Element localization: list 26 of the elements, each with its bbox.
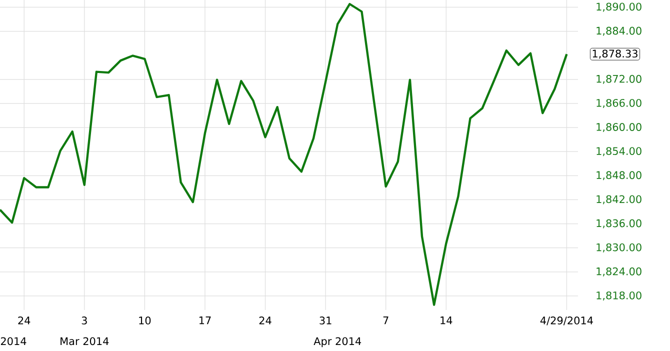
y-tick-label: 1,830.00 [596, 243, 642, 252]
y-tick-label: 1,872.00 [596, 74, 642, 84]
line-series [0, 2, 568, 306]
text: Mar 2014 [60, 337, 109, 346]
y-tick-label: 1,860.00 [596, 123, 642, 132]
x-tick-label: 24 [18, 316, 30, 324]
x-tick-label: 31 [320, 316, 332, 324]
x-tick-label: 24 [259, 316, 272, 324]
y-tick-label: 1,866.00 [596, 98, 642, 108]
y-tick-label: 1,854.00 [596, 147, 642, 156]
text: Apr 2014 [314, 337, 362, 348]
y-tick-label: 1,836.00 [596, 219, 642, 228]
x-tick-label: 14 [440, 316, 452, 324]
x-tick-label: 3 [82, 316, 87, 324]
y-tick-label: 1,884.00 [596, 26, 642, 36]
x-tick-label: 17 [199, 316, 211, 324]
y-tick-label: 1,848.00 [596, 171, 642, 180]
x-tick-label: 7 [383, 316, 388, 324]
y-tick-label: 1,824.00 [596, 267, 642, 276]
y-tick-label: 1,890.00 [596, 2, 642, 12]
y-tick-label: 1,842.00 [596, 195, 642, 204]
y-tick-label: 1,818.00 [596, 291, 642, 300]
x-tick-label: 4/29/2014 [540, 316, 593, 326]
text: 1,878.33 [592, 50, 638, 59]
text: 2014 [0, 337, 26, 346]
x-tick-label: 10 [139, 316, 151, 324]
